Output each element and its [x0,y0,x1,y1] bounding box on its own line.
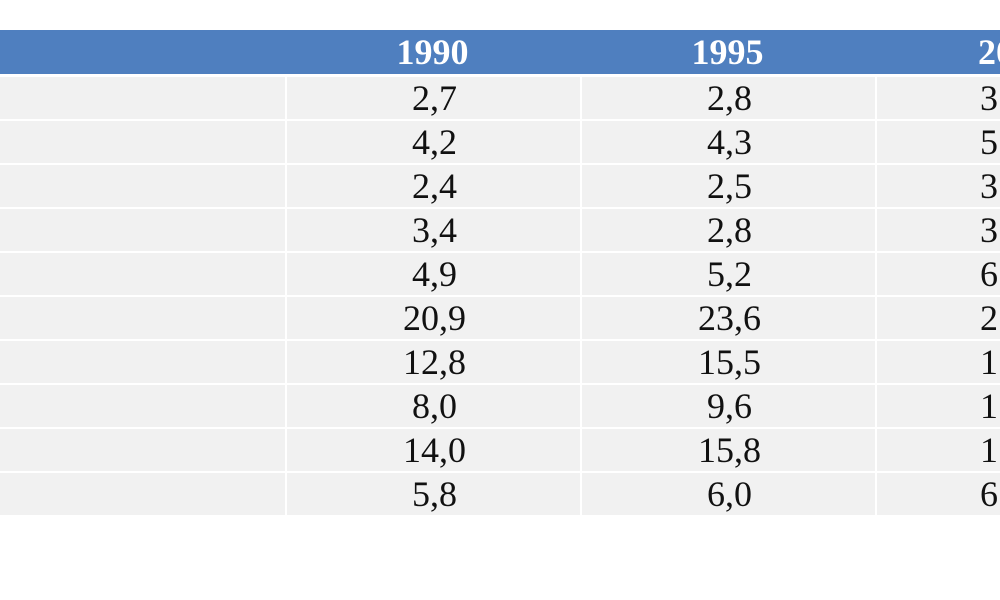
table-cell: 3 [875,165,1000,207]
column-header: 1990 [396,32,469,72]
table-cell: 6 [875,473,1000,515]
table-row: 2,7 2,8 3 [0,77,1000,119]
table-cell: 8,0 [285,385,582,427]
table-cell: 15,5 [580,341,877,383]
table-cell: 4,2 [285,121,582,163]
table-row: 14,0 15,8 1 [0,429,1000,471]
table-row: 3,4 2,8 3 [0,209,1000,251]
table-cell: 5 [875,121,1000,163]
table-row: 4,2 4,3 5 [0,121,1000,163]
table-header: 1990 1995 20 [0,30,1000,74]
table-cell: 6 [875,253,1000,295]
column-header: 1995 [691,32,764,72]
table-cell: 3 [875,77,1000,119]
table-cell: 5,2 [580,253,877,295]
table-cell: 2,8 [580,77,877,119]
column-header: 20 [978,32,1000,72]
table-cell: 6,0 [580,473,877,515]
table-row: 12,8 15,5 1 [0,341,1000,383]
table-cell: 4,9 [285,253,582,295]
table-cell: 20,9 [285,297,582,339]
table-cell: 1 [875,341,1000,383]
table-cell: 12,8 [285,341,582,383]
table-cell: 2 [875,297,1000,339]
table-cell: 14,0 [285,429,582,471]
table-cell: 3,4 [285,209,582,251]
table-row: 5,8 6,0 6 [0,473,1000,515]
table-cell: 2,4 [285,165,582,207]
table-cell: 2,7 [285,77,582,119]
table-cell: 5,8 [285,473,582,515]
table-cell: 23,6 [580,297,877,339]
table-row: 4,9 5,2 6 [0,253,1000,295]
table-cell: 15,8 [580,429,877,471]
table-cell: 4,3 [580,121,877,163]
table-cell: 2,5 [580,165,877,207]
table-row: 8,0 9,6 1 [0,385,1000,427]
table-cell: 3 [875,209,1000,251]
table-row: 20,9 23,6 2 [0,297,1000,339]
table-cell: 2,8 [580,209,877,251]
table-cell: 1 [875,429,1000,471]
table-cell: 9,6 [580,385,877,427]
table-cell: 1 [875,385,1000,427]
table-row: 2,4 2,5 3 [0,165,1000,207]
